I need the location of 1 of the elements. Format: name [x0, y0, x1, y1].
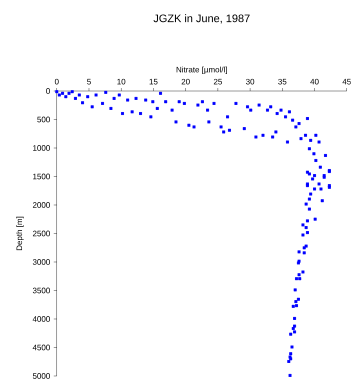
- chart-title: JGZK in June, 1987: [154, 14, 250, 24]
